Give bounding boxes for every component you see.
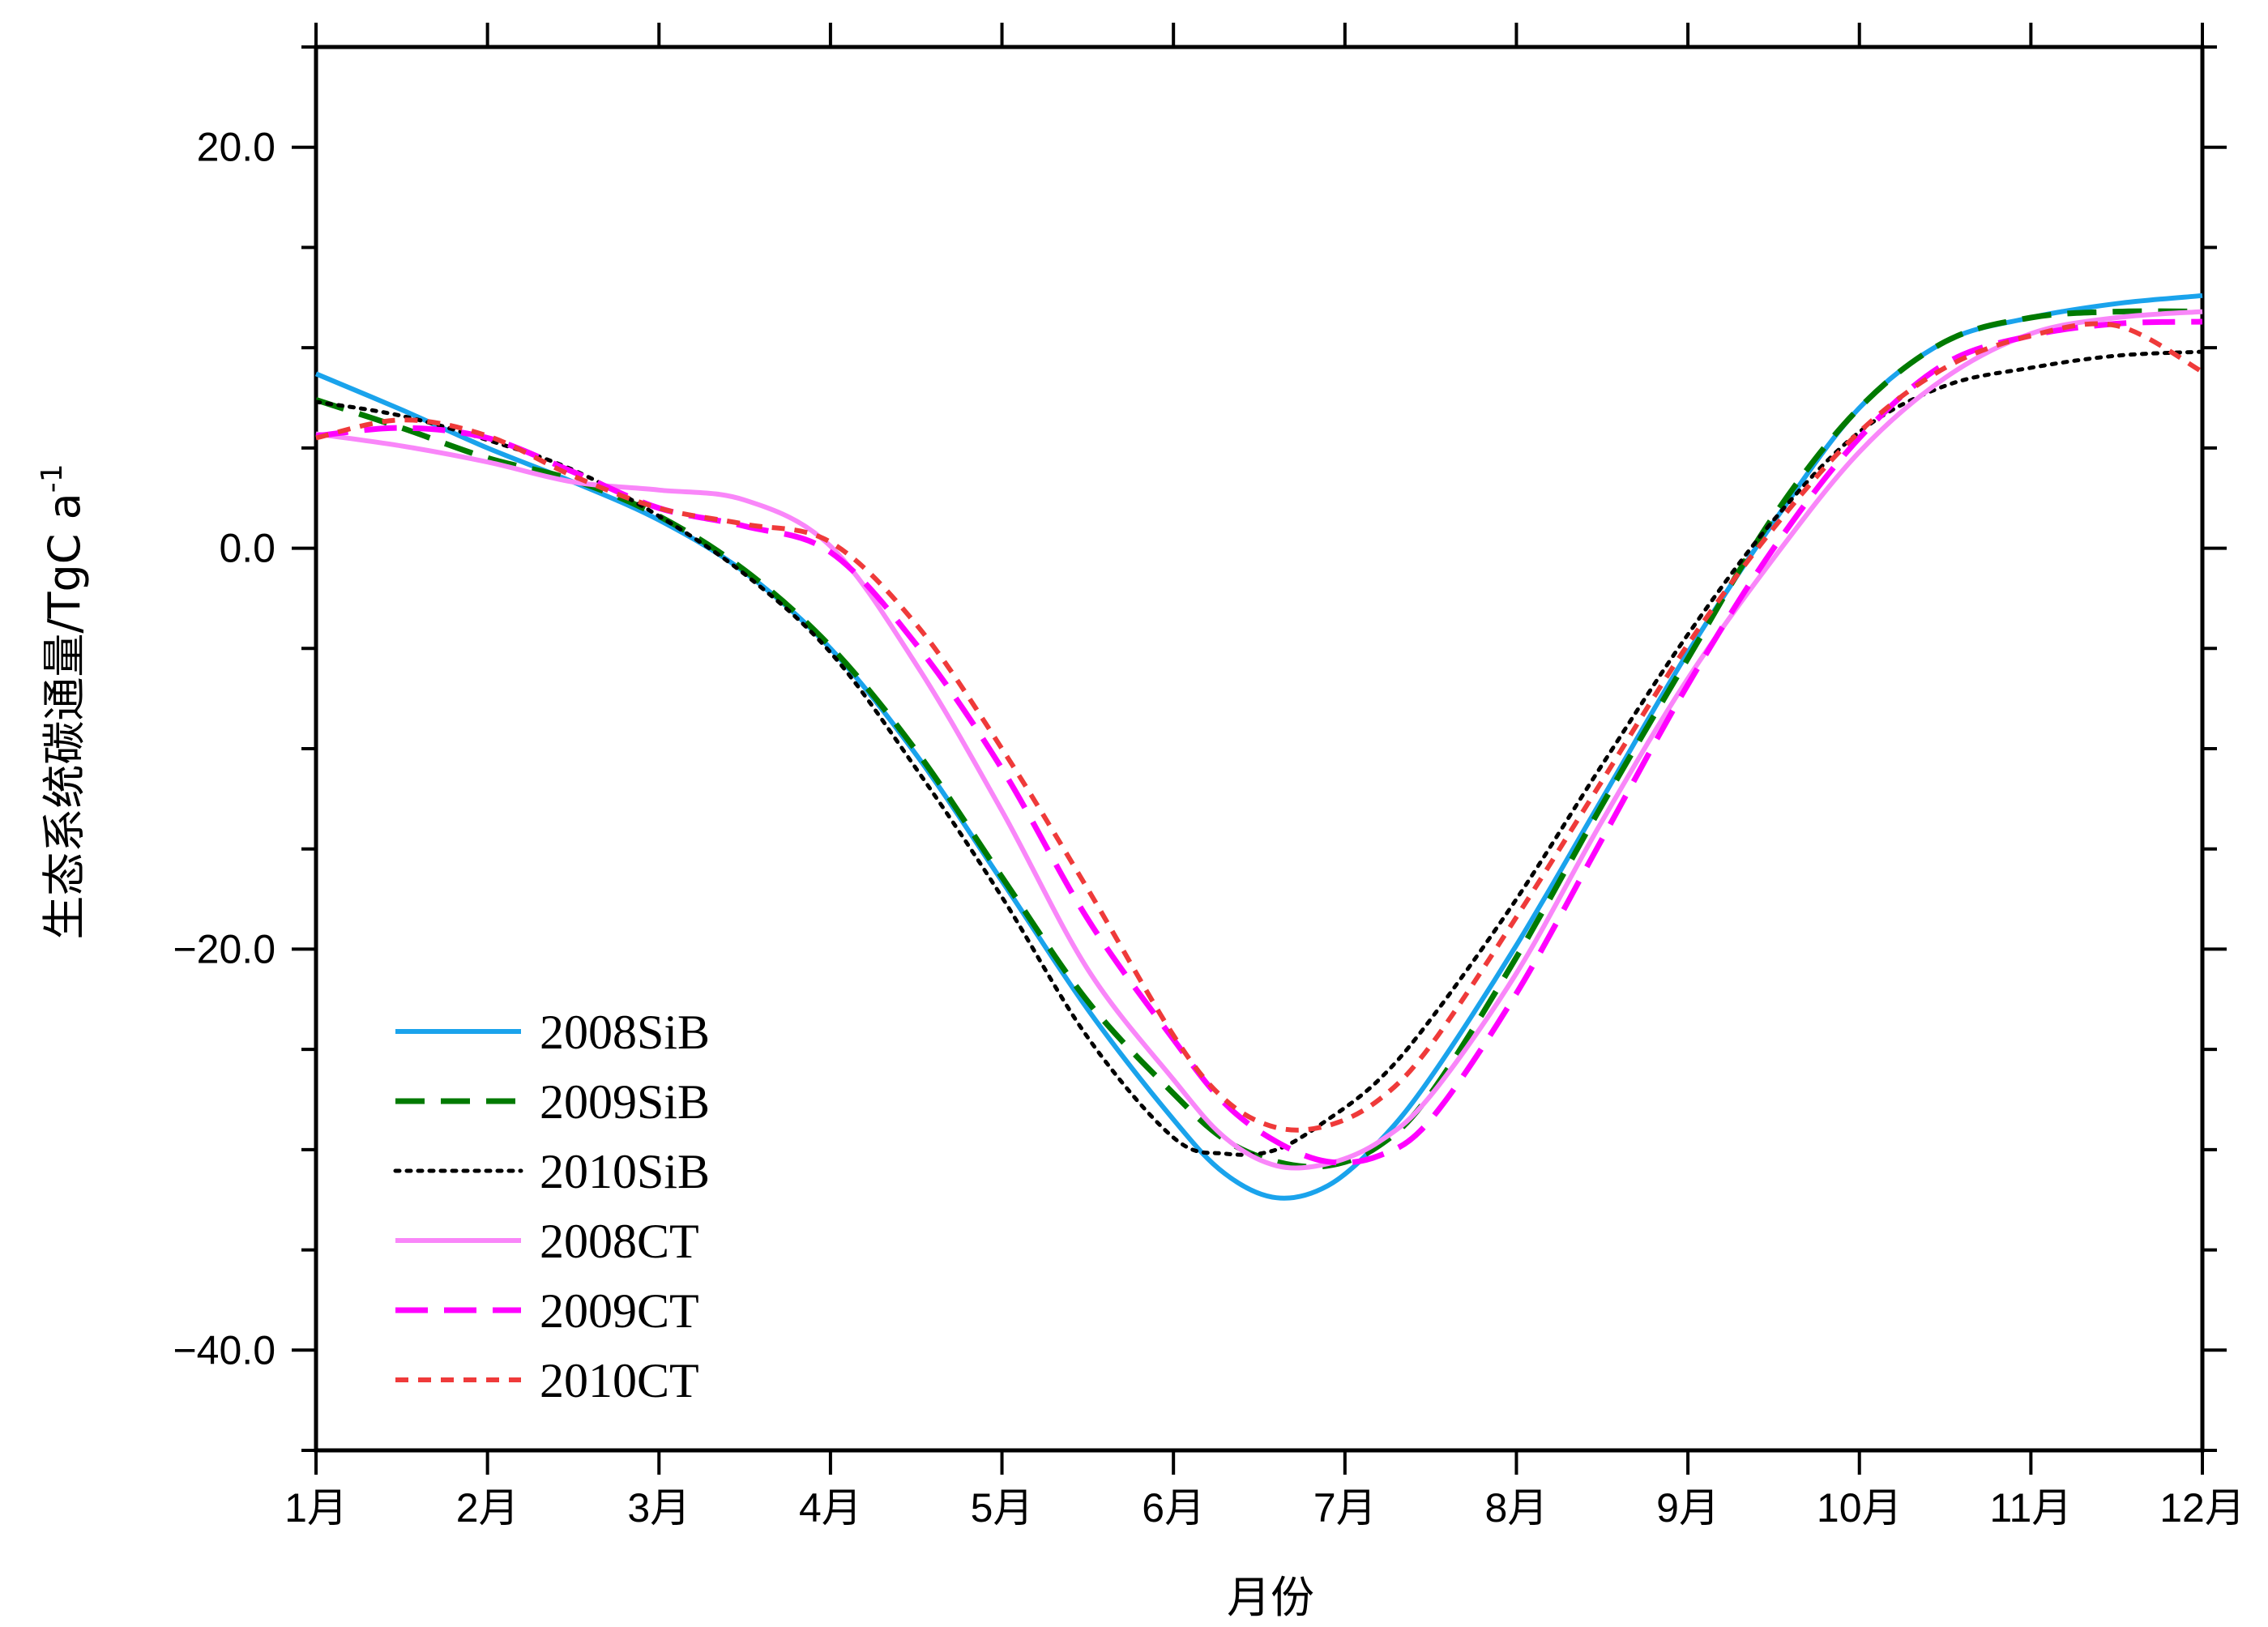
x-tick-label: 12月 [2159,1485,2245,1531]
series-line-2008ct [315,309,2203,1171]
y-axis-title: 生态系统碳通量/TgC a-1 [36,463,90,939]
x-tick-label: 11月 [1989,1485,2072,1531]
series-line-2010sib [314,349,2205,1157]
x-tick-label: 10月 [1817,1485,1903,1531]
x-tick-label: 5月 [971,1485,1034,1531]
axis-ticks [292,23,2227,1475]
legend-label-2009ct: 2009CT [540,1284,699,1338]
x-tick-label: 9月 [1656,1485,1719,1531]
legend: 2008SiB 2009SiB 2010SiB 2008CT 2009CT 2010CT [393,1006,710,1407]
x-axis-title: 月份 [1227,1572,1314,1623]
x-tick-label: 4月 [799,1485,862,1531]
y-tick-label: 0.0 [219,526,275,571]
x-tick-label: 3月 [627,1485,690,1531]
series-line-2010ct [315,321,2204,1133]
x-tick-label: 6月 [1142,1485,1205,1531]
x-tick-label: 7月 [1313,1485,1377,1531]
series-lines [314,293,2205,1201]
x-tick-label: 8月 [1485,1485,1548,1531]
x-tick-label: 1月 [284,1485,348,1531]
x-tick-label: 2月 [456,1485,519,1531]
legend-label-2010ct: 2010CT [540,1354,699,1407]
series-line-2008sib [314,293,2203,1201]
legend-label-2009sib: 2009SiB [540,1075,710,1129]
y-tick-label: 20.0 [197,125,275,170]
y-tick-label: −40.0 [173,1327,275,1373]
legend-label-2008ct: 2008CT [540,1215,699,1268]
y-tick-label: −20.0 [173,926,275,972]
legend-label-2008sib: 2008SiB [540,1006,710,1059]
tick-labels: 1月 2月 3月 4月 5月 6月 7月 8月 9月 10月 11月 12月 20.0 0.0 −20.0 −… [173,125,2245,1531]
y-axis-title-superscript: -1 [36,463,69,493]
y-axis-title-main: 生态系统碳通量/TgC a [39,493,90,939]
series-line-2009ct [315,318,2203,1166]
legend-label-2010sib: 2010SiB [540,1145,710,1198]
